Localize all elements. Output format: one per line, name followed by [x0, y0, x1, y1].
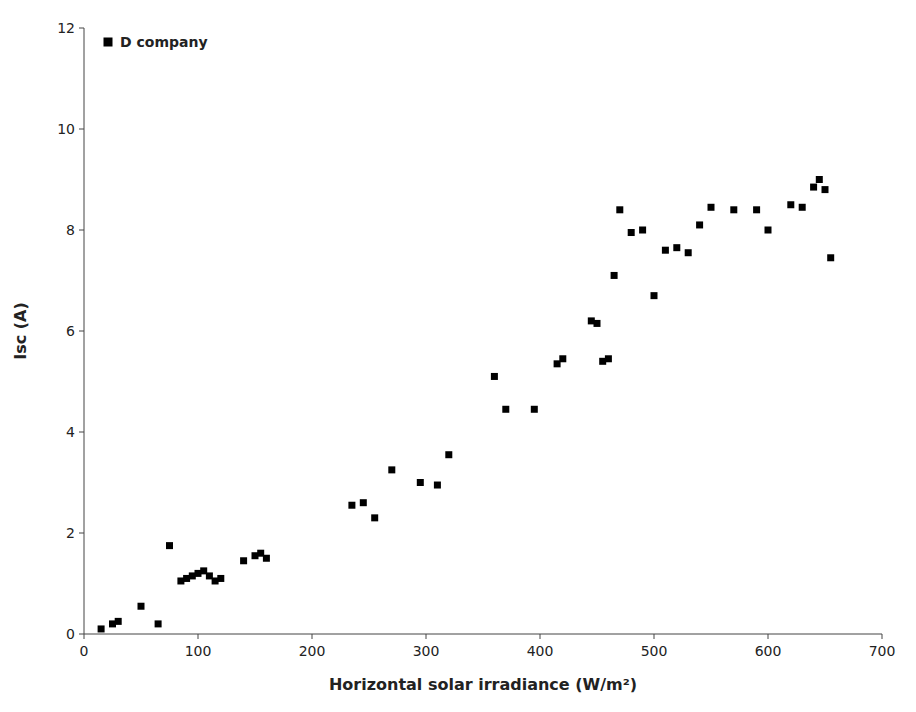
legend-label: D company — [120, 34, 208, 50]
x-tick-label: 300 — [413, 643, 440, 659]
y-tick-label: 10 — [57, 121, 75, 137]
point — [502, 406, 509, 413]
y-tick — [79, 230, 84, 231]
x-tick — [312, 634, 313, 639]
page: {"chart_data": {"type": "scatter", "x_la… — [0, 0, 916, 712]
point — [708, 204, 715, 211]
point — [594, 320, 601, 327]
point — [434, 482, 441, 489]
point — [616, 206, 623, 213]
chart: 0 100 200 300 400 500 600 700 0 2 4 6 8 10 12 Horizonta… — [0, 0, 916, 712]
y-tick-label: 4 — [66, 424, 75, 440]
point — [651, 292, 658, 299]
x-tick — [768, 634, 769, 639]
point — [673, 244, 680, 251]
point — [685, 249, 692, 256]
y-tick — [79, 28, 84, 29]
x-axis-label: Horizontal solar irradiance (W/m²) — [329, 675, 637, 694]
point — [360, 499, 367, 506]
point — [822, 186, 829, 193]
point — [155, 620, 162, 627]
point — [810, 184, 817, 191]
point — [628, 229, 635, 236]
point — [827, 254, 834, 261]
y-tick-label: 12 — [57, 20, 75, 36]
y-tick — [79, 533, 84, 534]
point — [263, 555, 270, 562]
point — [371, 514, 378, 521]
y-axis-label: Isc (A) — [11, 302, 30, 360]
x-tick-label: 500 — [641, 643, 668, 659]
y-tick-label: 8 — [66, 222, 75, 238]
point — [491, 373, 498, 380]
point — [115, 618, 122, 625]
point — [388, 466, 395, 473]
point — [531, 406, 538, 413]
x-tick-label: 600 — [755, 643, 782, 659]
point — [696, 221, 703, 228]
point — [765, 227, 772, 234]
x-tick-label: 100 — [185, 643, 212, 659]
point — [138, 603, 145, 610]
point — [217, 575, 224, 582]
x-tick — [84, 634, 85, 639]
point — [816, 176, 823, 183]
y-tick — [79, 129, 84, 130]
point — [730, 206, 737, 213]
point — [166, 542, 173, 549]
point — [240, 557, 247, 564]
x-tick-label: 700 — [869, 643, 896, 659]
x-tick — [540, 634, 541, 639]
x-tick — [654, 634, 655, 639]
point — [445, 451, 452, 458]
axes: 0 100 200 300 400 500 600 700 0 2 4 6 8 10 12 — [57, 20, 895, 659]
x-tick — [198, 634, 199, 639]
point — [605, 355, 612, 362]
x-axis-line — [84, 634, 882, 635]
y-tick-label: 6 — [66, 323, 75, 339]
y-tick — [79, 432, 84, 433]
point — [639, 227, 646, 234]
point — [662, 247, 669, 254]
point — [753, 206, 760, 213]
x-tick — [882, 634, 883, 639]
x-tick — [426, 634, 427, 639]
x-tick-label: 0 — [80, 643, 89, 659]
point — [348, 502, 355, 509]
point — [787, 201, 794, 208]
point — [559, 355, 566, 362]
y-tick — [79, 634, 84, 635]
points — [98, 176, 835, 632]
point — [98, 625, 105, 632]
legend-marker — [104, 38, 113, 47]
y-tick-label: 2 — [66, 525, 75, 541]
legend: D company — [104, 34, 208, 50]
x-tick-label: 400 — [527, 643, 554, 659]
y-tick-label: 0 — [66, 626, 75, 642]
point — [799, 204, 806, 211]
x-tick-label: 200 — [299, 643, 326, 659]
point — [417, 479, 424, 486]
y-tick — [79, 331, 84, 332]
point — [611, 272, 618, 279]
